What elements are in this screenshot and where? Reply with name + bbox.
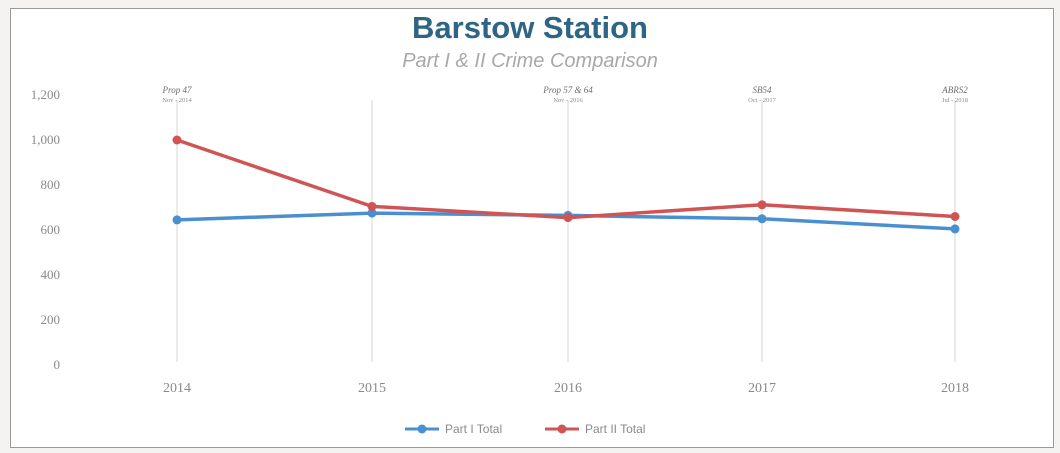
annotation-date: Nov - 2016 (553, 97, 583, 104)
annotation-label: SB54 (753, 85, 772, 95)
legend-label: Part I Total (445, 422, 502, 436)
x-tick-label: 2015 (358, 381, 386, 396)
data-point (367, 208, 377, 218)
x-tick-label: 2014 (163, 381, 191, 396)
annotation-label: ABRS2 (941, 85, 968, 95)
y-tick-label: 600 (41, 222, 61, 237)
data-point (757, 214, 767, 224)
chart-subtitle: Part I & II Crime Comparison (402, 50, 658, 72)
y-tick-label: 400 (41, 267, 61, 282)
annotation-label: Prop 47 (162, 85, 192, 95)
y-tick-label: 0 (54, 357, 61, 372)
annotation-date: Nov - 2014 (162, 97, 192, 104)
legend-swatch-marker (557, 424, 567, 434)
data-point (757, 200, 767, 210)
annotation-date: Jul - 2018 (942, 97, 968, 104)
chart-title: Barstow Station (412, 10, 648, 45)
data-point (950, 212, 960, 221)
series-line-2 (176, 138, 956, 220)
legend-swatch-marker (417, 424, 427, 434)
x-tick-label: 2016 (554, 381, 582, 396)
x-tick-label: 2017 (748, 381, 776, 396)
chart-frame (10, 8, 1054, 448)
y-tick-label: 1,000 (31, 132, 60, 147)
annotation-label: Prop 57 & 64 (542, 85, 593, 95)
data-point (172, 135, 182, 145)
y-tick-label: 200 (41, 312, 61, 327)
data-point (367, 201, 377, 211)
y-tick-label: 800 (41, 177, 61, 192)
data-point (950, 224, 960, 234)
x-tick-label: 2018 (941, 381, 969, 396)
legend-label: Part II Total (585, 422, 645, 436)
data-point (172, 215, 182, 225)
data-point (563, 213, 573, 223)
annotation-date: Oct - 2017 (748, 97, 777, 104)
y-tick-label: 1,200 (31, 87, 60, 102)
